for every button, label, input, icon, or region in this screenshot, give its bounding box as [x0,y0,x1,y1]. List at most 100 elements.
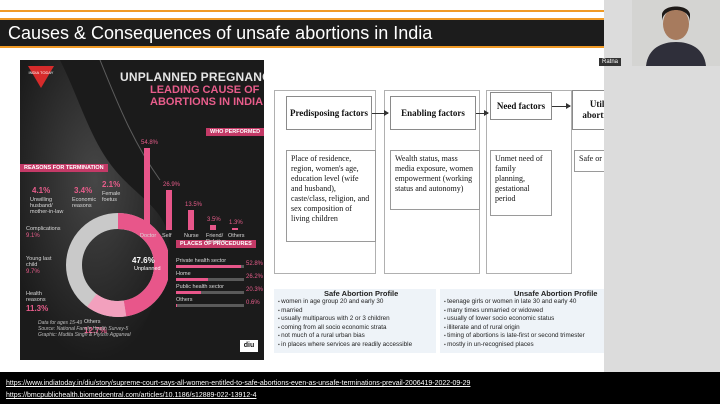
participant-video[interactable] [632,0,720,66]
donut-unplanned-arc [66,213,168,317]
place-bar-track [176,291,244,294]
logo-text: INDIA TODAY [29,70,54,75]
ring-pct: 11.3% [26,304,49,313]
safe-profile-title: Safe Abortion Profile [324,289,399,298]
silhouette-graphic [20,60,170,360]
infographic-title: UNPLANNED PREGNANCIES [120,70,264,84]
flow-arrow [372,110,389,116]
title-bar: Causes & Consequences of unsafe abortion… [0,18,604,48]
place-label: Public health sector [176,284,224,290]
who-bar [210,224,216,230]
source-link[interactable]: https://bmcpublichealth.biomedcentral.co… [6,392,257,399]
center-pct: 47.6% [132,256,155,265]
column-outline [486,90,572,274]
flow-arrow [476,110,489,116]
flow-arrow [552,103,571,109]
credit-line: Data for ages 15-49 [38,320,83,326]
infographic: INDIA TODAY UNPLANNED PREGNANCIES LEADIN… [20,60,264,360]
credit-line: Source: National Family Health Survey-5 [38,326,129,332]
reason-pct: 4.1% [32,186,51,195]
who-pct: 26.9% [163,181,181,188]
who-label: Self [162,233,172,239]
ring-label: Young last child [26,256,52,268]
list-item: usually of lower socio economic status [444,315,585,324]
list-item: not much of a rural urban bias [278,332,412,341]
place-bar [176,278,209,281]
ring-label: Health reasons [26,291,46,303]
ring-pct: 9.7% [26,269,40,275]
list-item: usually multiparous with 2 or 3 children [278,315,412,324]
place-bar [176,304,177,307]
who-label: Doctor [140,233,157,239]
place-pct: 26.2% [246,274,264,280]
center-label: Unplanned [134,266,161,272]
who-pct: 1.3% [229,220,243,226]
abortion-profiles: Safe Abortion Profile women in age group… [274,289,604,353]
place-bar-track [176,304,244,307]
reason-label: Unwilling husband/ mother-in-law [30,197,64,215]
list-item: teenage girls or women in late 30 and ea… [444,298,585,307]
reason-label: Female foetus [102,191,121,203]
credit-line: Graphic: Mudita Singh & Piyush Aggarwal [38,332,131,338]
place-label: Home [176,271,191,277]
source-link[interactable]: https://www.indiatoday.in/diu/story/supr… [6,380,471,387]
list-item: mostly in un-recognised places [444,341,585,350]
list-item: coming from all socio economic strata [278,324,412,333]
predisposing-header: Predisposing factors [286,96,372,130]
enabling-body: Wealth status, mass media exposure, wome… [390,150,480,210]
webcam-panel [604,0,720,404]
unsafe-profile-list: teenage girls or women in late 30 and ea… [444,298,585,350]
top-accent-line [0,10,604,12]
subtitle-line-2: ABORTIONS IN INDIA [150,96,264,108]
ring-label: Complications [26,226,61,232]
reason-pct: 2.1% [102,180,121,189]
place-bar-track [176,278,244,281]
donut-others-arc [66,213,168,317]
place-bar-track [176,265,244,268]
list-item: in places where services are readily acc… [278,341,412,350]
place-pct: 20.3% [246,287,264,293]
who-bar [188,209,194,230]
ring-pct: 12.7% [84,326,107,335]
place-bar [176,265,242,268]
enabling-header: Enabling factors [390,96,476,130]
ring-label: Others [84,319,101,325]
ring-pct: 9.1% [26,233,40,239]
slide-title: Causes & Consequences of unsafe abortion… [8,23,433,43]
reasons-donut [66,213,168,317]
who-label: Nurse [184,233,199,239]
place-label: Others [176,297,193,303]
infographic-subtitle: LEADING CAUSE OF ABORTIONS IN INDIA [150,84,263,108]
place-pct: 52.8% [246,261,264,267]
who-pct: 13.5% [185,201,203,208]
reason-pct: 3.4% [74,186,93,195]
safe-profile-list: women in age group 20 and early 30 marri… [278,298,412,350]
list-item: many times unmarried or widowed [444,307,585,316]
reason-label: Economic reasons [72,197,97,209]
who-bar [232,228,238,230]
list-item: timing of abortions is late-first or sec… [444,332,585,341]
place-pct: 0.6% [246,300,260,306]
unsafe-profile-title: Unsafe Abortion Profile [514,289,598,298]
diu-logo: diu [240,340,258,352]
andersen-flow-diagram: Predisposing factors Enabling factors Ne… [274,78,660,278]
list-item: married [278,307,412,316]
need-body: Unmet need of family planning, gestation… [490,150,552,216]
predisposing-body: Place of residence, region, women's age,… [286,150,376,242]
list-item: illiterate and of rural origin [444,324,585,333]
participant-avatar [632,0,720,66]
india-today-logo: INDIA TODAY [28,66,54,88]
who-label: Others [228,233,245,239]
participant-name: Ratna [599,58,622,66]
list-item: women in age group 20 and early 30 [278,298,412,307]
need-header: Need factors [490,92,552,120]
reasons-tag: REASONS FOR TERMINATION [20,164,108,172]
who-label: Friend/ Relative [206,233,226,245]
who-pct: 54.8% [141,139,159,146]
place-label: Private health sector [176,258,227,264]
who-bar [144,147,150,230]
caption-bar: https://www.indiatoday.in/diu/story/supr… [0,372,720,404]
who-pct: 3.5% [207,216,221,223]
presentation-slide: Causes & Consequences of unsafe abortion… [0,0,604,404]
places-tag: PLACES OF PROCEDURES [176,240,256,248]
